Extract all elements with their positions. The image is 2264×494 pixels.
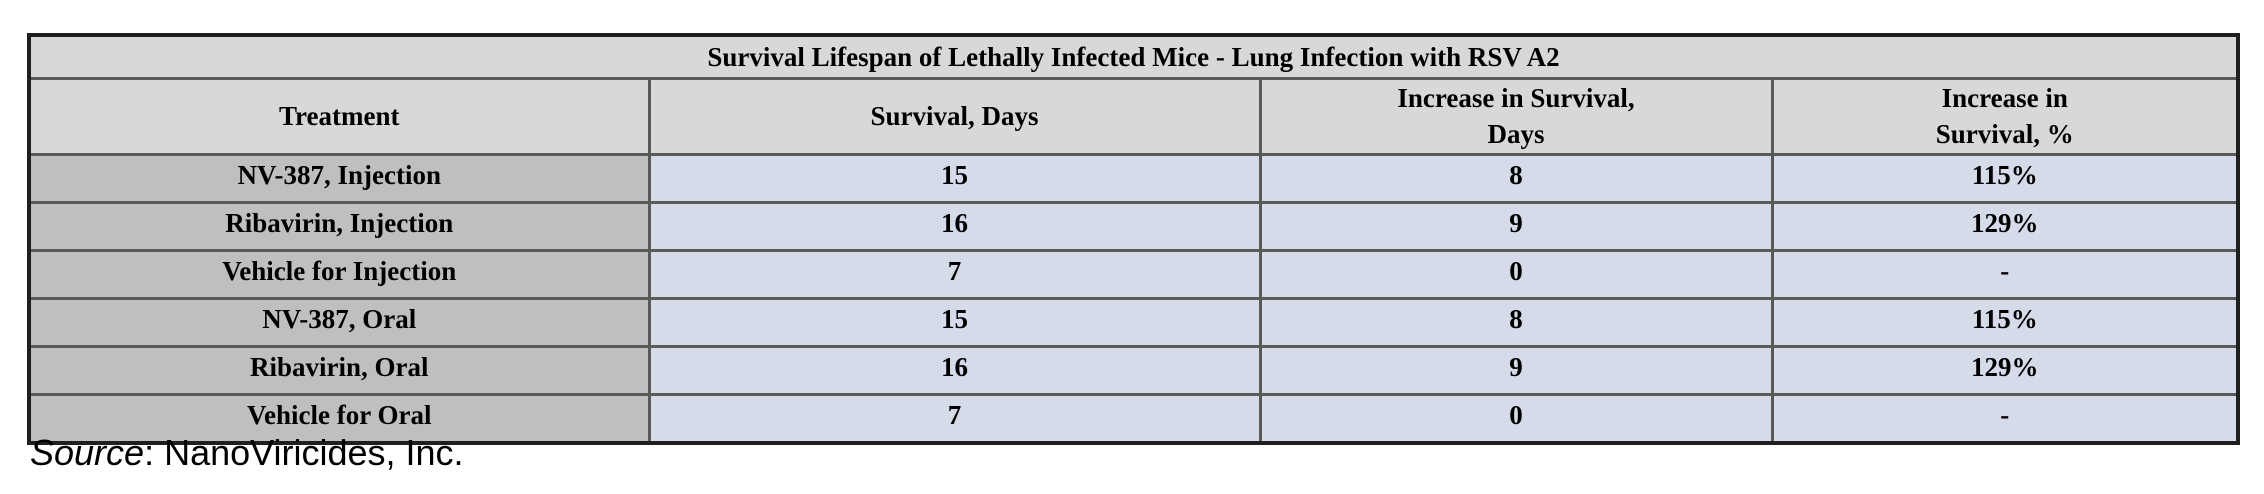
treatment-cell: NV-387, Oral [27,296,651,348]
table-row: NV-387, Oral 15 8 115% [27,296,2240,348]
survival-days-cell: 7 [647,248,1262,300]
increase-days-cell: 9 [1258,200,1774,252]
treatment-cell: Vehicle for Oral [27,392,651,445]
source-note: Source: NanoViricides, Inc. [30,432,464,474]
treatment-cell: Vehicle for Injection [27,248,651,300]
table-title-row: Survival Lifespan of Lethally Infected M… [27,33,2240,80]
increase-days-cell: 8 [1258,296,1774,348]
source-text: : NanoViricides, Inc. [144,432,464,473]
column-header-survival-days: Survival, Days [647,77,1262,156]
table-header-row: Treatment Survival, Days Increase in Sur… [27,77,2240,156]
table-row: Ribavirin, Injection 16 9 129% [27,200,2240,252]
increase-pct-cell: 115% [1770,152,2240,204]
column-header-increase-days: Increase in Survival, Days [1258,77,1774,156]
increase-days-cell: 0 [1258,248,1774,300]
increase-days-cell: 9 [1258,344,1774,396]
increase-pct-cell: - [1770,392,2240,445]
column-header-treatment: Treatment [27,77,651,156]
table-row: Ribavirin, Oral 16 9 129% [27,344,2240,396]
increase-pct-cell: - [1770,248,2240,300]
survival-days-cell: 16 [647,344,1262,396]
increase-pct-cell: 115% [1770,296,2240,348]
survival-table: Survival Lifespan of Lethally Infected M… [27,33,2241,445]
increase-days-cell: 0 [1258,392,1774,445]
increase-pct-cell: 129% [1770,344,2240,396]
treatment-cell: Ribavirin, Injection [27,200,651,252]
source-label: Source [30,432,145,473]
increase-pct-cell: 129% [1770,200,2240,252]
treatment-cell: Ribavirin, Oral [27,344,651,396]
survival-days-cell: 7 [647,392,1262,445]
table-title: Survival Lifespan of Lethally Infected M… [27,33,2240,80]
survival-days-cell: 15 [647,296,1262,348]
column-header-increase-pct: Increase in Survival, % [1770,77,2240,156]
table-row: NV-387, Injection 15 8 115% [27,152,2240,204]
survival-days-cell: 16 [647,200,1262,252]
treatment-cell: NV-387, Injection [27,152,651,204]
increase-days-cell: 8 [1258,152,1774,204]
survival-days-cell: 15 [647,152,1262,204]
table-row: Vehicle for Oral 7 0 - [27,392,2240,445]
table-row: Vehicle for Injection 7 0 - [27,248,2240,300]
